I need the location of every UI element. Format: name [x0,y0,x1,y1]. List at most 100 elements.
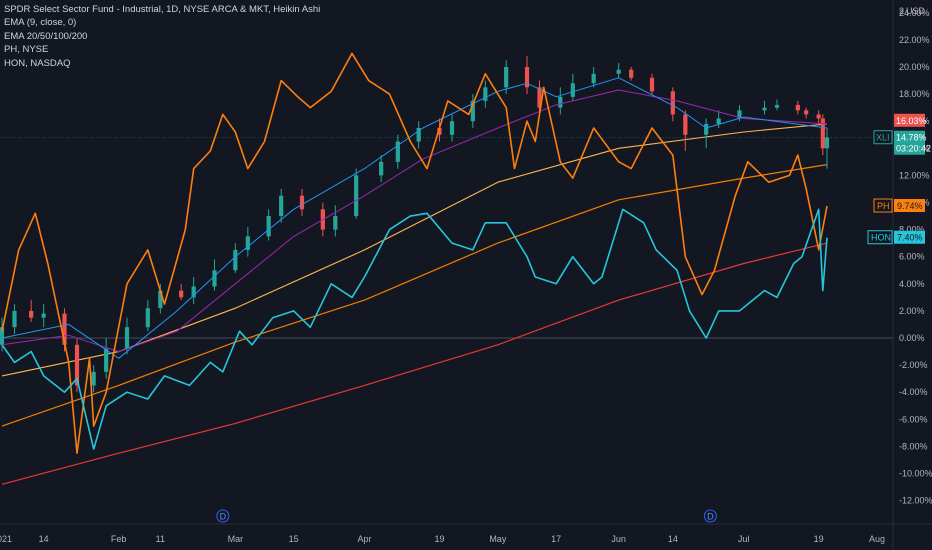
candle[interactable] [774,99,780,111]
x-tick-label: 19 [814,534,824,544]
candle[interactable] [824,127,830,169]
candle[interactable] [104,338,109,379]
candle-body [774,104,780,108]
candle[interactable] [179,283,184,301]
candle[interactable] [145,300,150,332]
candle-body [629,69,634,78]
candle[interactable] [12,304,17,334]
candle[interactable] [524,56,530,95]
candle[interactable] [379,155,384,183]
candle-body [333,216,338,230]
candle[interactable] [504,60,509,95]
price-badges: 16.03% XLI 14.78%03:20:42 PH 9.74% HON 7.40% [867,113,931,245]
candle[interactable] [820,114,825,156]
candle-body [41,313,46,318]
ph-badge: PH 9.74% [873,198,925,213]
x-tick-label: Mar [228,534,244,544]
y-tick-label: -4.00% [899,387,928,397]
time-axis[interactable]: 2021 14 Feb 11 Mar 15 Apr 19 May 17 Jun 14 Jul 19 Aug [0,534,885,544]
hon-series-line[interactable] [1,208,828,450]
candle[interactable] [279,188,284,223]
candle[interactable] [449,114,455,142]
candle[interactable] [816,110,821,124]
price-axis[interactable]: 24.00%22.00%20.00%18.00%16.00%14.00%12.0… [899,8,932,506]
candle[interactable] [233,243,238,273]
xli-value-text: 14.78% [896,133,927,143]
y-tick-label: -8.00% [899,441,928,451]
candle-body [145,308,150,328]
candle[interactable] [212,259,217,291]
dividend-marker[interactable]: D [703,509,717,523]
candle-body [74,344,80,386]
hon-badge: HON 7.40% [867,230,925,245]
candle[interactable] [704,118,709,149]
candle-body [483,87,488,101]
candle[interactable] [124,317,130,355]
ema200-line[interactable] [1,242,828,485]
candle[interactable] [416,121,421,149]
legend-hon[interactable]: HON, NASDAQ [4,57,71,69]
candle-body [670,91,675,115]
candle[interactable] [299,188,305,217]
candle[interactable] [649,73,655,95]
legend-ema9[interactable]: EMA (9, close, 0) [4,17,77,29]
plot-area[interactable] [0,52,893,485]
candle[interactable] [570,73,575,101]
candle[interactable] [537,80,542,115]
legend-ph[interactable]: PH, NYSE [4,44,49,56]
candle[interactable] [91,365,96,393]
candle[interactable] [333,205,338,237]
x-tick-label: 19 [434,534,444,544]
y-tick-label: 0.00% [899,333,925,343]
candle[interactable] [74,338,80,393]
ema50-line[interactable] [1,164,828,427]
candle[interactable] [354,168,359,219]
ema20-line[interactable] [1,89,828,353]
currency-selector[interactable]: 2 USD [899,6,926,16]
dividend-marker-label: D [707,512,714,522]
candle[interactable] [470,94,475,128]
y-tick-label: 22.00% [899,35,930,45]
candle[interactable] [558,87,563,115]
candle[interactable] [616,62,621,78]
x-tick-label: Jun [611,534,626,544]
xli-ticker-badge: XLI 14.78%03:20:42 [873,130,931,155]
candle[interactable] [266,209,271,241]
candle[interactable] [191,277,196,305]
candle[interactable] [716,110,721,128]
candle[interactable] [41,304,46,328]
y-tick-label: 2.00% [899,306,925,316]
candle[interactable] [629,67,634,81]
ph-badge-value-box [894,199,925,213]
candle[interactable] [762,100,767,115]
candle[interactable] [683,110,688,152]
y-tick-label: 20.00% [899,62,930,72]
candle-body [233,249,238,271]
candle[interactable] [670,87,675,122]
candle-body [354,175,359,217]
candle[interactable] [483,80,488,108]
candle[interactable] [29,300,34,322]
y-tick-label: 8.00% [899,225,925,235]
candle-body [795,104,800,111]
legend-title[interactable]: SPDR Select Sector Fund - Industrial, 1D… [4,4,321,15]
dividend-marker-label: D [220,512,227,522]
candle[interactable] [795,100,800,115]
candle[interactable] [245,226,250,257]
candle[interactable] [591,67,596,88]
candle-body [379,161,384,176]
candle[interactable] [395,134,400,169]
candle[interactable] [804,107,809,119]
legend-ema-multi[interactable]: EMA 20/50/100/200 [4,30,88,42]
candle-body [570,83,575,97]
y-tick-label: -6.00% [899,414,928,424]
dividend-marker[interactable]: D [216,509,230,523]
candle-body [395,141,400,162]
candle-body [62,313,67,345]
candle-body [716,118,721,124]
ph-badge-ticker-box [873,198,893,213]
xli-value-box [894,130,925,155]
ph-series-line[interactable] [1,52,828,455]
